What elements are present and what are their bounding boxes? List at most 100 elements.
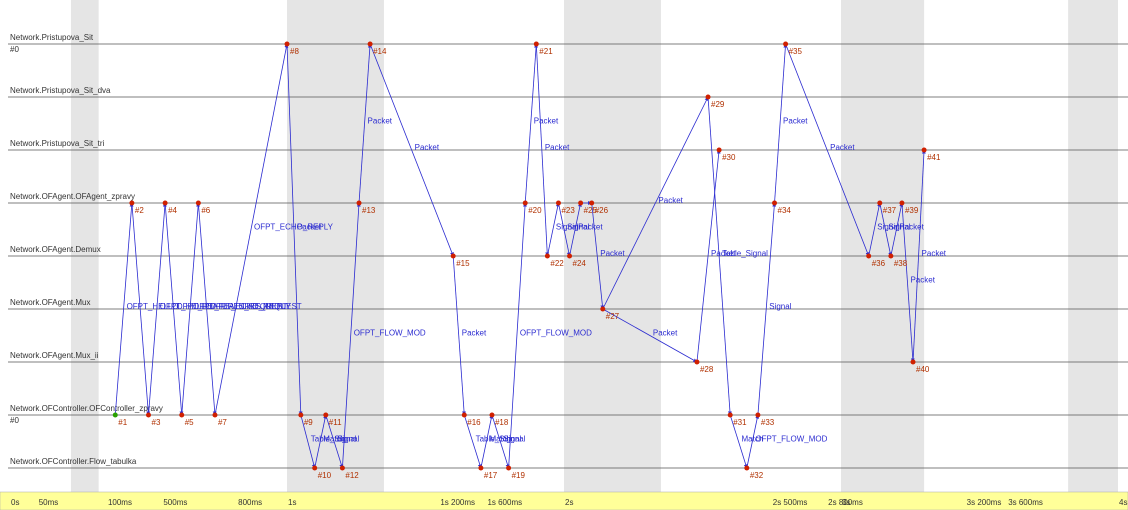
message-arrow-36 [879,202,893,257]
event-marker-4 [179,412,185,418]
lane-label-0: Network.Pristupova_Sit [10,33,94,42]
lane-label-7: Network.OFController.OFController_zpravy [10,404,163,413]
time-bands [70,0,1118,492]
event-marker-6 [212,412,218,418]
event-label-17: #18 [495,418,509,427]
message-label-37: Packet [899,223,924,232]
event-marker-27 [694,359,700,365]
timeline-tick-13: 3s 600ms [1008,498,1043,507]
message-label-29: Table_Signal [722,249,768,258]
event-label-6: #7 [218,418,227,427]
message-arrow-12 [358,43,372,204]
event-marker-10 [323,412,329,418]
message-arrow-18 [508,202,527,469]
shaded-band-0 [70,0,99,492]
message-label-31: OFPT_FLOW_MOD [755,435,827,444]
timeline-tick-10: 2s 800ms [828,498,863,507]
event-label-33: #34 [778,206,792,215]
event-label-4: #5 [185,418,194,427]
message-label-3: OFPT_FEATURES_REQUEST [176,302,287,311]
event-marker-34 [783,41,789,47]
event-marker-7 [284,41,290,47]
timeline-tick-11: 3s [842,498,850,507]
event-label-2: #3 [152,418,161,427]
message-label-30: Match [742,435,764,444]
message-arrow-26 [602,308,698,363]
timeline-tick-1: 50ms [39,498,59,507]
event-label-40: #41 [927,153,941,162]
message-label-26: Packet [653,329,678,338]
message-arrow-0 [114,202,134,416]
timeline-tick-14: 4s [1119,498,1127,507]
message-label-39: Packet [922,249,947,258]
message-arrow-23 [569,202,582,257]
event-label-38: #39 [905,206,919,215]
message-label-14: Packet [462,329,487,338]
lane-sub-7: #0 [10,416,19,425]
event-marker-29 [716,147,722,153]
event-marker-12 [356,200,362,206]
event-label-12: #13 [362,206,376,215]
event-label-0: #1 [118,418,127,427]
shaded-band-4 [1068,0,1118,492]
event-marker-8 [298,412,304,418]
timeline-tick-8: 2s [565,498,573,507]
event-label-15: #16 [467,418,481,427]
event-marker-17 [489,412,495,418]
event-marker-9 [312,465,318,471]
event-marker-33 [772,200,778,206]
event-marker-21 [544,253,550,259]
event-marker-36 [877,200,883,206]
event-marker-19 [522,200,528,206]
message-label-13: Packet [415,143,440,152]
message-label-20: Packet [545,143,570,152]
event-label-25: #26 [595,206,609,215]
event-marker-39 [910,359,916,365]
message-label-27: Packet [658,196,683,205]
lane-label-2: Network.Pristupova_Sit_tri [10,139,104,148]
event-label-31: #32 [750,471,764,480]
event-label-28: #29 [711,100,725,109]
message-arrow-31 [746,414,760,469]
message-label-28: Packet [711,249,736,258]
event-label-35: #36 [872,259,886,268]
message-arrow-4 [181,202,201,416]
timeline-bar [0,491,1128,510]
message-arrow-6 [214,43,289,416]
message-arrow-1 [131,202,151,416]
event-marker-13 [367,41,373,47]
event-marker-14 [450,253,456,259]
event-label-39: #40 [916,365,930,374]
message-label-19: Packet [534,117,559,126]
timeline-tick-7: 1s 600ms [487,498,522,507]
event-marker-24 [578,200,584,206]
message-label-36: Signal [888,223,910,232]
lane-label-5: Network.OFAgent.Mux [10,298,90,307]
message-label-17: Signal [503,435,525,444]
event-label-7: #8 [290,47,299,56]
message-arrow-10 [325,414,344,469]
event-label-37: #38 [894,259,908,268]
event-label-21: #22 [550,259,564,268]
event-marker-16 [478,465,484,471]
event-marker-30 [727,412,733,418]
event-marker-38 [899,200,905,206]
message-arrow-11 [342,202,361,469]
message-arrow-3 [164,202,184,416]
event-label-24: #25 [584,206,598,215]
event-marker-35 [866,253,872,259]
lane-label-4: Network.OFAgent.Demux [10,245,101,254]
message-label-11: OFPT_FLOW_MOD [354,329,426,338]
message-arrow-29 [707,96,732,416]
message-arrow-22 [558,202,571,257]
event-marker-23 [567,253,573,259]
event-marker-40 [921,147,927,153]
event-label-36: #37 [883,206,897,215]
event-marker-2 [146,412,151,418]
lane-label-3: Network.OFAgent.OFAgent_zpravy [10,192,135,201]
message-label-32: Signal [769,302,791,311]
message-label-2: OFPT_HELLO [160,302,212,311]
message-arrow-19 [524,43,539,204]
event-label-5: #6 [201,206,210,215]
event-label-23: #24 [573,259,587,268]
